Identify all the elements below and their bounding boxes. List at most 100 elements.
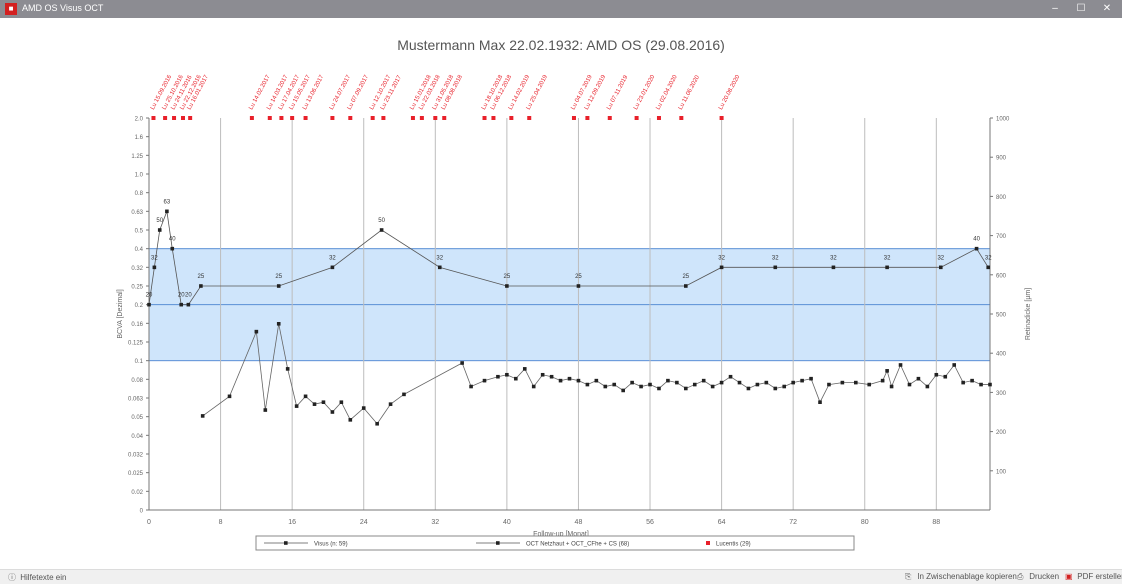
oct-point (889, 384, 894, 389)
print-label: Drucken (1029, 572, 1060, 581)
legend-swatch-marker (284, 541, 288, 545)
help-toggle[interactable]: ⓘ Hilfetexte ein (8, 572, 66, 583)
oct-point (321, 400, 326, 404)
visus-point (179, 302, 184, 307)
lucentis-marker (509, 116, 514, 120)
visus-point (719, 265, 724, 270)
x-tick-label: 16 (288, 519, 296, 526)
visus-point (276, 284, 281, 288)
visus-point (437, 265, 442, 270)
close-button[interactable]: ✕ (1102, 3, 1112, 14)
oct-point (254, 329, 259, 334)
oct-point (675, 380, 679, 385)
oct-point (549, 374, 554, 379)
lucentis-marker (585, 116, 590, 120)
left-tick-label: 1.0 (135, 173, 144, 179)
oct-point (514, 376, 518, 381)
oct-point (943, 374, 948, 379)
printer-icon: ⎙ (1017, 572, 1024, 581)
visus-point (938, 265, 943, 270)
oct-point (482, 378, 487, 383)
oct-point (200, 414, 205, 418)
oct-point (800, 378, 804, 383)
visus-point (152, 265, 157, 270)
left-tick-label: 0.25 (131, 285, 143, 291)
visus-point (773, 265, 778, 270)
oct-point (666, 378, 670, 383)
x-tick-label: 40 (503, 519, 511, 526)
right-tick-label: 100 (996, 469, 1007, 475)
print-button[interactable]: ⎙ Drucken (1017, 572, 1059, 582)
oct-point (339, 400, 344, 404)
oct-point (840, 380, 845, 385)
lucentis-marker (151, 116, 156, 120)
lucentis-marker (491, 116, 496, 120)
oct-point (576, 378, 581, 383)
oct-point (746, 386, 751, 391)
legend-swatch-marker (496, 541, 500, 545)
lucentis-marker (172, 116, 177, 120)
visus-data-label: 32 (436, 255, 443, 261)
lucentis-marker (370, 116, 375, 120)
visus-data-label: 50 (156, 218, 163, 224)
visus-data-label: 40 (169, 237, 176, 243)
oct-point (885, 369, 889, 373)
oct-point (303, 394, 308, 399)
lucentis-marker (442, 116, 447, 120)
lucentis-marker (180, 116, 185, 120)
oct-point (531, 384, 536, 389)
oct-point (227, 394, 232, 399)
lucentis-marker (249, 116, 254, 120)
left-tick-label: 0.1 (135, 359, 144, 365)
oct-point (867, 382, 872, 387)
x-tick-label: 48 (575, 519, 583, 526)
lucentis-marker (482, 116, 487, 120)
pdf-button[interactable]: ▣ PDF erstellen (1065, 572, 1122, 581)
left-tick-label: 0.125 (128, 341, 144, 347)
left-tick-label: 2.0 (135, 117, 144, 123)
oct-point (907, 382, 912, 387)
maximize-button[interactable]: ☐ (1076, 3, 1086, 14)
copy-clipboard-button[interactable]: ⎘ In Zwischenablage kopieren (905, 572, 1017, 582)
left-tick-label: 0 (140, 509, 144, 515)
pdf-icon: ▣ (1065, 572, 1073, 581)
visus-point (186, 302, 191, 307)
oct-point (285, 367, 290, 371)
visus-point (170, 246, 175, 251)
visus-data-label: 32 (985, 255, 992, 261)
oct-point (773, 386, 778, 391)
y-axis-label-right: Retinadicke [µm] (1025, 288, 1032, 340)
visus-point (165, 209, 169, 214)
oct-point (388, 402, 393, 406)
lucentis-marker (188, 116, 193, 120)
oct-point (621, 388, 625, 393)
visus-data-label: 63 (164, 199, 171, 205)
legend-swatch-marker (706, 541, 710, 545)
right-tick-label: 800 (996, 195, 1007, 201)
visus-point (330, 265, 335, 270)
lucentis-marker (267, 116, 272, 120)
lucentis-marker (348, 116, 353, 120)
oct-point (692, 382, 697, 387)
oct-point (603, 384, 608, 389)
pdf-label: PDF erstellen (1077, 572, 1122, 581)
minimize-button[interactable]: – (1052, 3, 1058, 14)
left-tick-label: 0.32 (131, 266, 143, 272)
help-toggle-label: Hilfetexte ein (20, 573, 67, 582)
visus-data-label: 25 (682, 274, 689, 280)
lucentis-marker (433, 116, 438, 120)
oct-point (701, 378, 706, 383)
left-tick-label: 0.032 (128, 453, 144, 459)
visus-data-label: 50 (378, 218, 385, 224)
oct-point (263, 408, 268, 412)
right-tick-label: 200 (996, 430, 1007, 436)
oct-point (970, 378, 974, 383)
lucentis-marker (571, 116, 576, 120)
visus-data-label: 25 (575, 274, 582, 280)
oct-point (755, 382, 760, 387)
oct-point (558, 378, 563, 383)
lucentis-marker (527, 116, 532, 120)
visus-point (505, 284, 509, 288)
lucentis-marker (303, 116, 308, 120)
oct-point (594, 378, 599, 383)
